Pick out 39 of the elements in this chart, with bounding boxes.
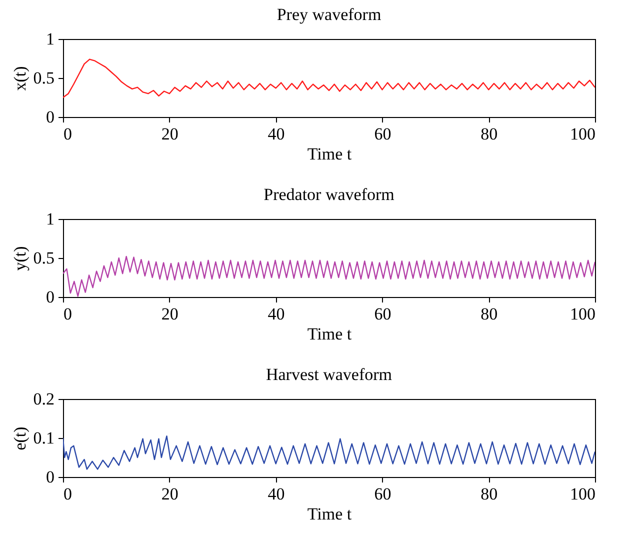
y-tick-label: 0 xyxy=(46,288,54,306)
x-tick-label: 0 xyxy=(64,304,72,324)
y-tick-label: 0.2 xyxy=(33,390,54,408)
x-tick-label: 40 xyxy=(268,484,285,504)
x-tick-label: 0 xyxy=(64,484,72,504)
y-tick-label: 0.5 xyxy=(33,68,54,88)
y-tick-label: 1 xyxy=(46,210,54,228)
y-tick-label: 0 xyxy=(46,108,54,126)
x-tick-label: 0 xyxy=(64,124,72,144)
y-tick-label: 0 xyxy=(46,468,54,486)
chart-title: Prey waveform xyxy=(276,5,382,24)
y-tick-label: 1 xyxy=(46,30,54,48)
y-axis-title: x(t) xyxy=(10,66,30,91)
chart-title: Harvest waveform xyxy=(266,365,392,384)
x-tick-label: 20 xyxy=(161,124,178,144)
line-series xyxy=(63,435,595,470)
y-tick-label: 0.1 xyxy=(33,428,54,448)
x-tick-label: 20 xyxy=(161,304,178,324)
x-tick-label: 40 xyxy=(268,124,285,144)
x-axis-title: Time t xyxy=(307,144,352,164)
x-tick-label: 60 xyxy=(374,124,392,144)
x-tick-label: 80 xyxy=(480,304,498,324)
x-tick-label: 20 xyxy=(161,484,178,504)
x-tick-label: 80 xyxy=(480,484,498,504)
x-tick-label: 80 xyxy=(480,124,498,144)
x-tick-label: 60 xyxy=(374,304,392,324)
line-series xyxy=(63,58,595,98)
y-tick-label: 0.5 xyxy=(33,248,54,268)
y-axis-title: e(t) xyxy=(10,426,30,450)
x-tick-label: 100 xyxy=(570,484,596,504)
x-tick-label: 40 xyxy=(268,304,285,324)
x-tick-label: 100 xyxy=(570,124,596,144)
x-axis-title: Time t xyxy=(307,324,352,344)
x-axis-title: Time t xyxy=(307,504,352,524)
x-tick-label: 60 xyxy=(374,484,392,504)
x-tick-label: 100 xyxy=(570,304,596,324)
line-series xyxy=(63,256,595,297)
y-axis-title: y(t) xyxy=(10,246,30,271)
chart-title: Predator waveform xyxy=(264,185,394,204)
